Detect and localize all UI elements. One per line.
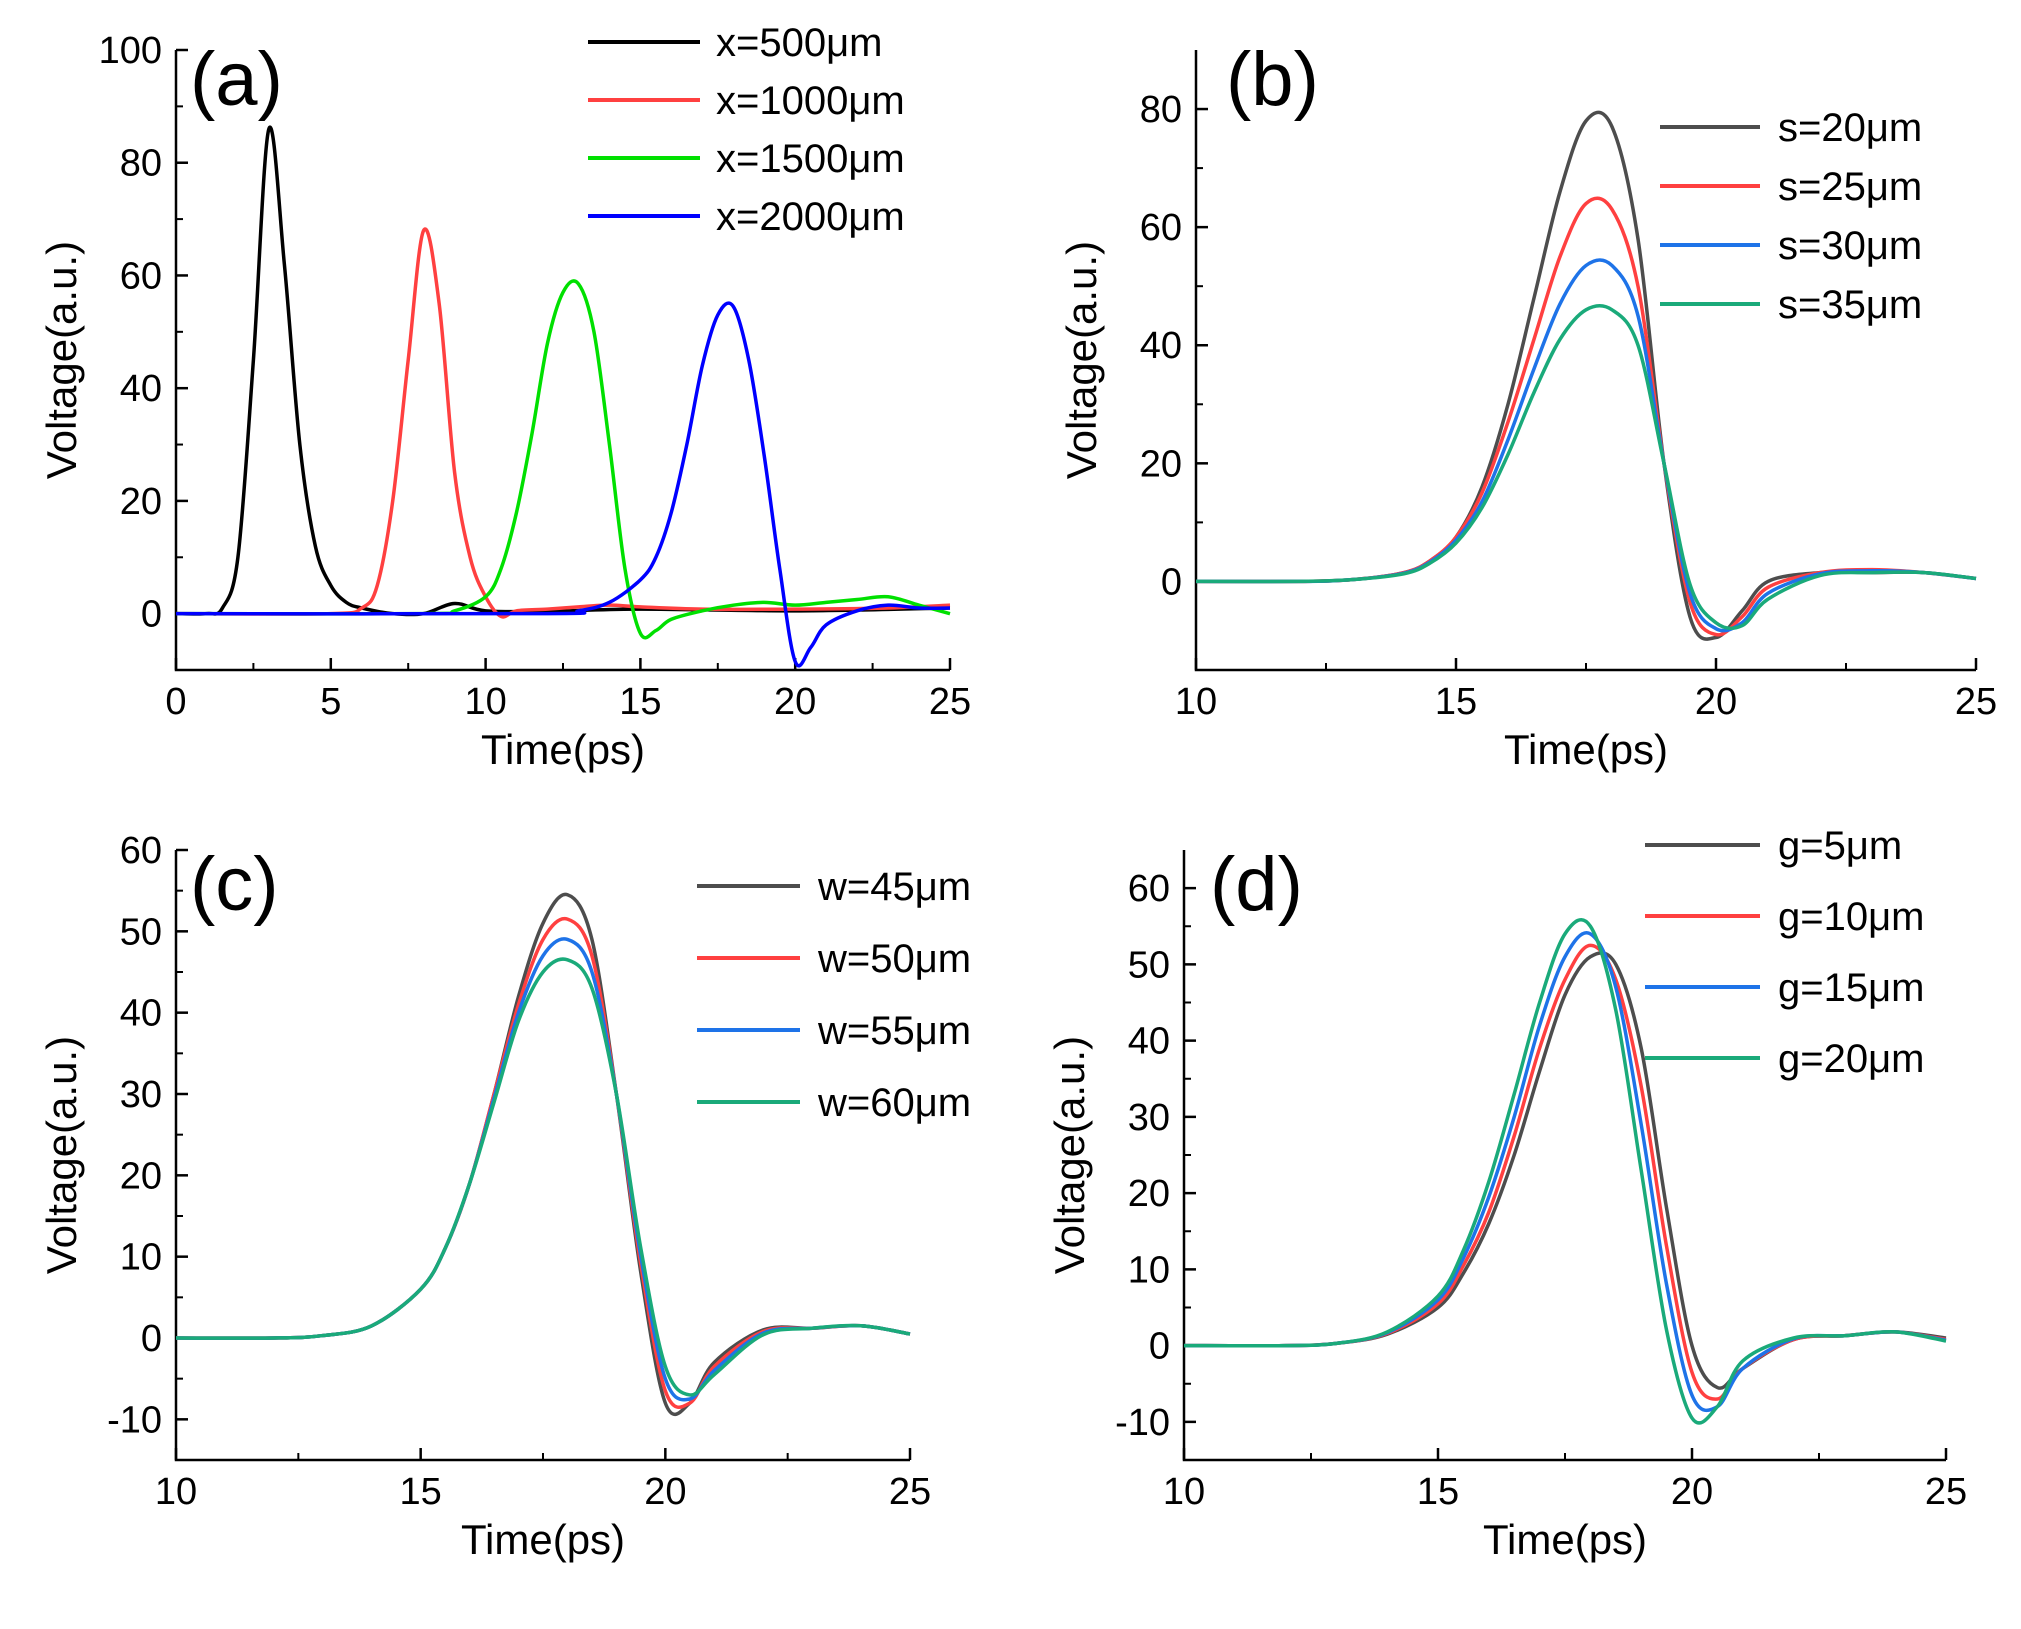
y-tick-label: 20 xyxy=(1128,1173,1170,1215)
y-axis-label: Voltage(a.u.) xyxy=(1058,241,1105,479)
x-tick-label: 15 xyxy=(1417,1471,1459,1513)
y-tick-label: 20 xyxy=(1140,443,1182,485)
y-tick-label: 60 xyxy=(120,255,162,297)
legend-label: g=5μm xyxy=(1778,824,1902,868)
x-tick-label: 25 xyxy=(929,681,971,723)
legend-label: x=500μm xyxy=(716,21,882,65)
y-tick-label: 30 xyxy=(1128,1097,1170,1139)
y-tick-label: 80 xyxy=(1140,89,1182,131)
y-tick-label: -10 xyxy=(1115,1402,1170,1444)
panel-d: 10 15 20 25 -10 0 10 20 30 40 50 60 Time(ps) Voltage(… xyxy=(1046,824,1967,1563)
x-tick-label: 20 xyxy=(774,681,816,723)
y-tick-label: 0 xyxy=(141,594,162,636)
series-line xyxy=(175,916,911,1409)
series-line xyxy=(175,279,951,640)
legend-label: x=2000μm xyxy=(716,195,905,239)
legend-label: g=15μm xyxy=(1778,966,1924,1010)
x-tick-label: 15 xyxy=(400,1471,442,1513)
y-tick-label: 10 xyxy=(1128,1249,1170,1291)
x-tick-label: 10 xyxy=(1175,681,1217,723)
legend-label: s=35μm xyxy=(1778,283,1922,327)
legend-label: g=20μm xyxy=(1778,1037,1924,1081)
legend-label: g=10μm xyxy=(1778,895,1924,939)
axis-frame xyxy=(1182,850,1946,1462)
y-tick-label: 60 xyxy=(120,830,162,872)
panel-label: (c) xyxy=(190,842,279,927)
series-line xyxy=(1183,951,1947,1390)
x-axis-label: Time(ps) xyxy=(1483,1516,1647,1563)
y-tick-label: 40 xyxy=(120,993,162,1035)
y-tick-label: 50 xyxy=(1128,944,1170,986)
y-tick-label: 50 xyxy=(120,911,162,953)
y-tick-label: 100 xyxy=(99,30,162,72)
panel-label: (b) xyxy=(1226,37,1319,122)
y-tick-label: 30 xyxy=(120,1074,162,1116)
series-line xyxy=(175,957,911,1397)
y-tick-label: 0 xyxy=(1149,1326,1170,1368)
legend-label: s=20μm xyxy=(1778,106,1922,150)
series-line xyxy=(175,227,951,619)
legend-label: x=1000μm xyxy=(716,79,905,123)
y-tick-label: 40 xyxy=(1128,1021,1170,1063)
panel-b: 10 15 20 25 0 20 40 60 80 Time(ps) Voltage(a.u.) (b… xyxy=(1058,37,1997,773)
y-tick-label: 80 xyxy=(120,143,162,185)
series-line xyxy=(175,937,911,1402)
x-tick-label: 25 xyxy=(1955,681,1997,723)
y-tick-label: 0 xyxy=(1161,561,1182,603)
panel-c: 10 15 20 25 -10 0 10 20 30 40 50 60 Time(ps) Voltage(… xyxy=(38,830,971,1563)
y-tick-label: 20 xyxy=(120,1155,162,1197)
series-line xyxy=(1183,918,1947,1425)
legend-label: w=45μm xyxy=(817,865,971,909)
panel-label: (a) xyxy=(190,37,283,122)
y-axis-label: Voltage(a.u.) xyxy=(38,1036,85,1274)
x-tick-label: 10 xyxy=(1163,1471,1205,1513)
x-axis-label: Time(ps) xyxy=(481,726,645,773)
series-line xyxy=(175,125,951,617)
x-tick-label: 15 xyxy=(1435,681,1477,723)
y-axis-label: Voltage(a.u.) xyxy=(38,241,85,479)
y-tick-label: 40 xyxy=(120,368,162,410)
y-tick-label: 10 xyxy=(120,1237,162,1279)
y-tick-label: 60 xyxy=(1128,868,1170,910)
panel-a: 0 5 10 15 20 25 0 20 40 60 80 100 Time(ps) Voltage(a.… xyxy=(38,21,971,773)
x-tick-label: 20 xyxy=(644,1471,686,1513)
x-tick-label: 0 xyxy=(165,681,186,723)
x-tick-label: 5 xyxy=(320,681,341,723)
legend-label: s=25μm xyxy=(1778,165,1922,209)
y-tick-label: 0 xyxy=(141,1318,162,1360)
legend-label: w=60μm xyxy=(817,1081,971,1125)
y-tick-label: 40 xyxy=(1140,325,1182,367)
x-tick-label: 15 xyxy=(619,681,661,723)
x-axis-label: Time(ps) xyxy=(461,1516,625,1563)
series-line xyxy=(1183,943,1947,1401)
legend-label: w=50μm xyxy=(817,937,971,981)
series-line xyxy=(175,301,951,668)
x-axis-label: Time(ps) xyxy=(1504,726,1668,773)
x-tick-label: 25 xyxy=(1925,1471,1967,1513)
x-tick-label: 10 xyxy=(155,1471,197,1513)
panel-label: (d) xyxy=(1210,842,1303,927)
legend-label: s=30μm xyxy=(1778,224,1922,268)
y-tick-label: 60 xyxy=(1140,207,1182,249)
y-tick-label: -10 xyxy=(107,1399,162,1441)
x-tick-label: 25 xyxy=(889,1471,931,1513)
x-tick-label: 20 xyxy=(1695,681,1737,723)
y-axis-label: Voltage(a.u.) xyxy=(1046,1036,1093,1274)
x-tick-label: 10 xyxy=(464,681,506,723)
x-tick-label: 20 xyxy=(1671,1471,1713,1513)
legend-label: x=1500μm xyxy=(716,137,905,181)
series-line xyxy=(1195,304,1977,631)
y-tick-label: 20 xyxy=(120,481,162,523)
legend-label: w=55μm xyxy=(817,1009,971,1053)
